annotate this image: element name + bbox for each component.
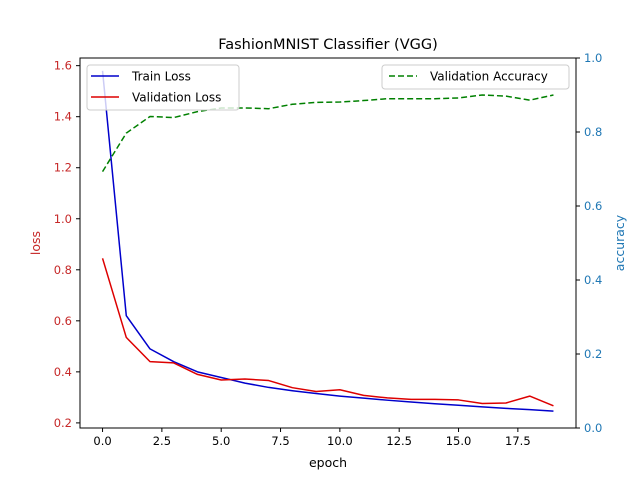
chart-title: FashionMNIST Classifier (VGG) [218,37,438,53]
right-tick-label: 0.2 [584,347,602,361]
x-tick-label: 10.0 [327,434,353,448]
right-tick-label: 0.6 [584,199,602,213]
legend-left: Train Loss Validation Loss [86,64,240,111]
x-tick-label: 17.5 [505,434,531,448]
legend-label: Validation Accuracy [430,70,548,84]
x-axis-label: epoch [309,455,347,470]
legend-label: Validation Loss [132,91,221,105]
series-line-validation-loss [101,258,554,407]
right-tick-label: 1.0 [584,51,602,65]
x-tick-label: 5.0 [212,434,230,448]
left-axis: 0.2 0.4 0.6 0.8 1.0 1.2 1.4 1.6 [54,59,80,430]
left-tick-label: 0.8 [54,263,72,277]
right-tick-label: 0.8 [584,125,602,139]
legend-right-box [381,64,570,90]
right-tick-label: 0.4 [584,273,602,287]
left-tick-label: 1.4 [54,110,72,124]
left-tick-label: 1.0 [54,212,72,226]
plot-area [101,70,554,412]
right-axis: 0.0 0.2 0.4 0.6 0.8 1.0 [576,51,602,435]
left-axis-label: loss [28,231,43,255]
x-tick-label: 7.5 [271,434,289,448]
left-tick-label: 1.2 [54,161,72,175]
x-tick-label: 15.0 [446,434,472,448]
x-tick-label: 0.0 [93,434,111,448]
x-tick-label: 2.5 [153,434,171,448]
legend-label: Train Loss [131,70,191,84]
left-tick-label: 0.6 [54,314,72,328]
right-tick-label: 0.0 [584,421,602,435]
right-axis-label: accuracy [612,214,627,271]
left-tick-label: 0.4 [54,365,72,379]
left-tick-label: 1.6 [54,59,72,73]
series-line-train-loss [101,70,554,412]
legend-left-box [86,64,240,111]
series-line-validation-accuracy [101,94,554,172]
x-axis: 0.0 2.5 5.0 7.5 10.0 12.5 15.0 17.5 [93,428,531,448]
x-tick-label: 12.5 [386,434,412,448]
plot-frame [79,57,577,429]
legend-right: Validation Accuracy [381,64,570,90]
left-tick-label: 0.2 [54,416,72,430]
